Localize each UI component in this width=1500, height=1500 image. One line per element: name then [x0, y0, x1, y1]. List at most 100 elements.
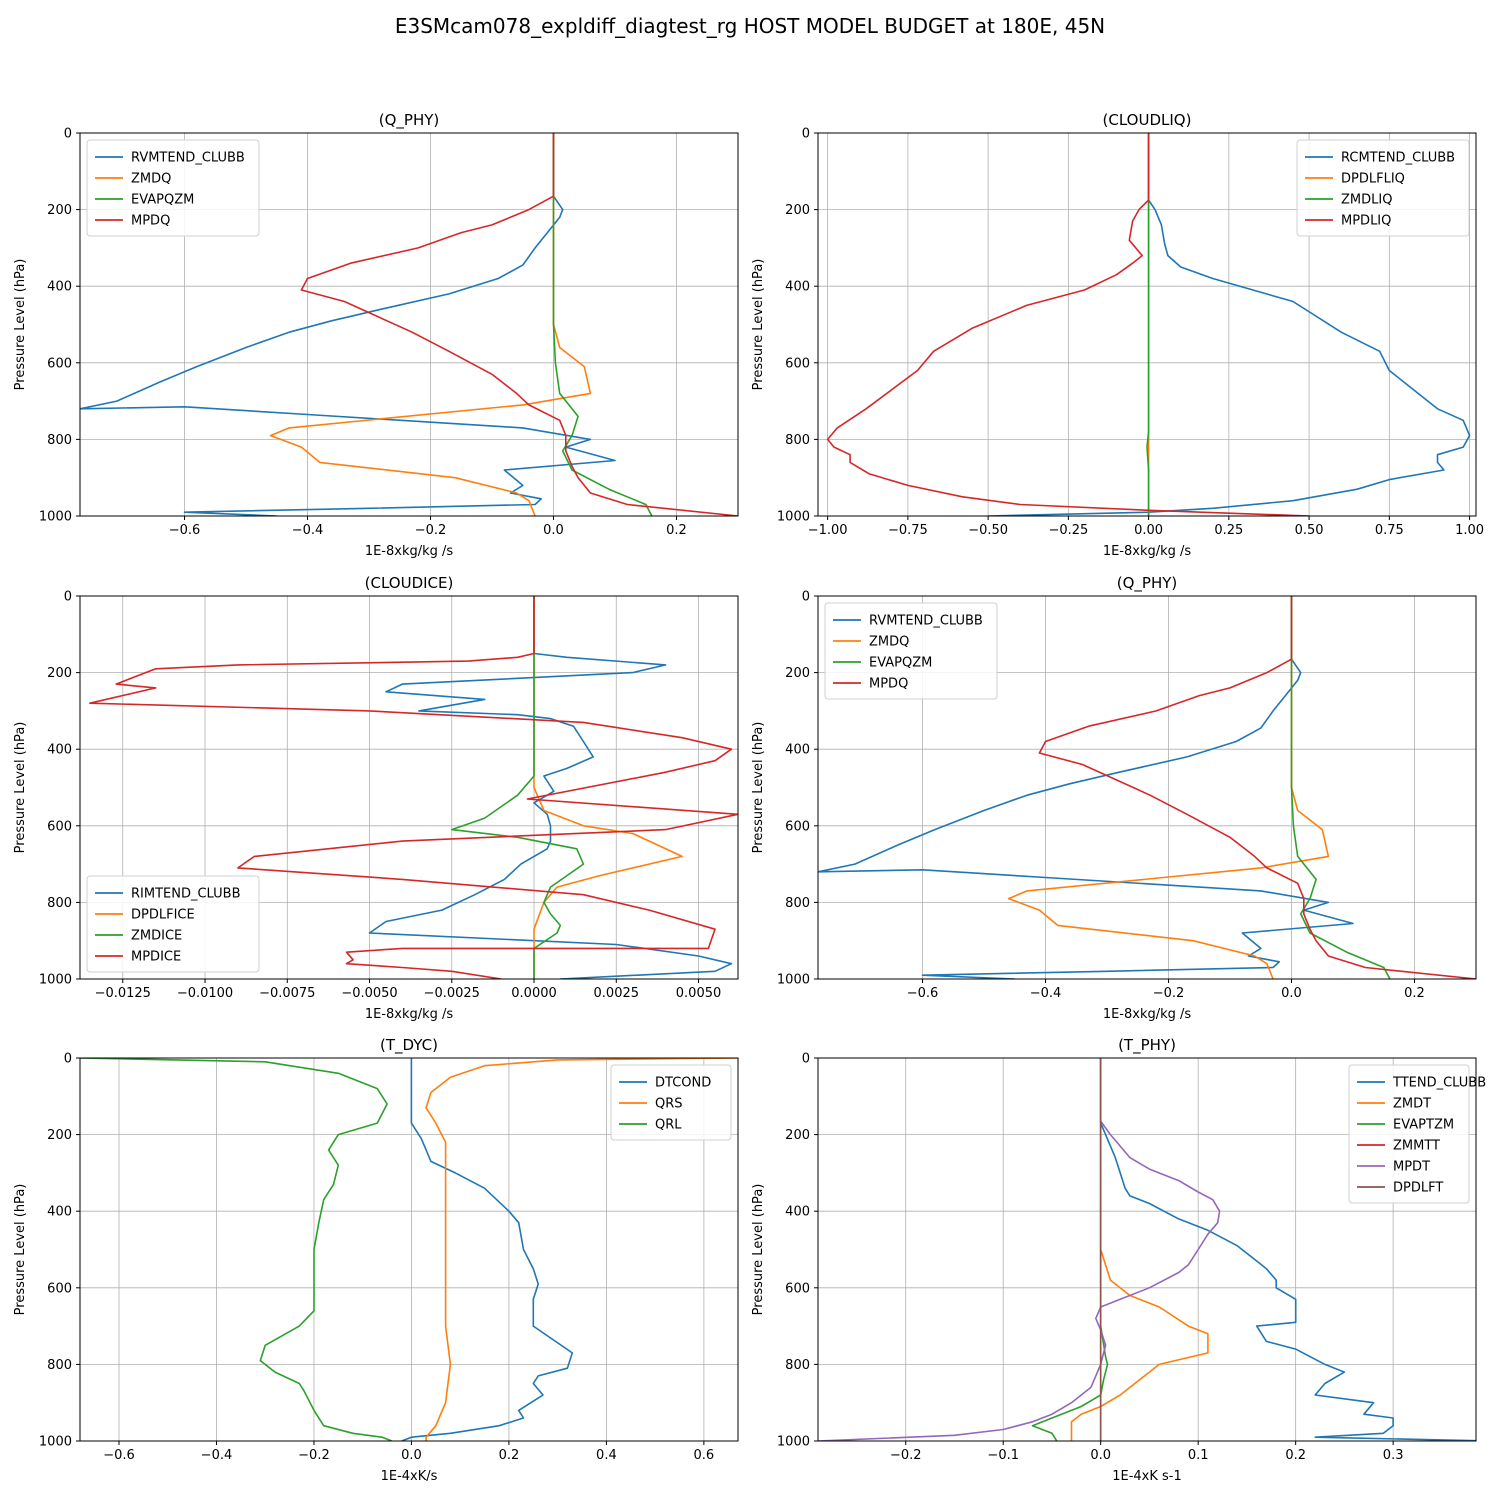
y-tick-label: 200: [785, 666, 810, 681]
y-tick-label: 0: [64, 590, 72, 605]
legend-box: [824, 602, 998, 700]
y-tick-label: 800: [47, 433, 72, 448]
x-tick-label: −0.6: [169, 523, 201, 538]
x-tick-label: −0.0050: [341, 986, 397, 1001]
x-tick-label: 0.75: [1375, 523, 1404, 538]
legend-label: QRL: [655, 1118, 682, 1133]
y-tick-label: 1000: [39, 1435, 72, 1450]
x-tick-label: −0.0075: [259, 986, 315, 1001]
legend: DTCOND QRS QRL: [610, 1064, 732, 1141]
x-tick-label: 0.25: [1214, 523, 1243, 538]
x-tick-label: 0.0025: [594, 986, 640, 1001]
series-line-qrs: [425, 1058, 738, 1441]
x-axis-label: 1E-8xkg/kg /s: [1103, 1007, 1192, 1022]
y-tick-label: 200: [47, 666, 72, 681]
x-tick-label: −0.4: [1030, 986, 1062, 1001]
legend-label: EVAPQZM: [131, 193, 194, 208]
chart-panel-6: −0.2 −0.1 0.0 0.1 0.2 0.3 0 200 400 600 800 1000 (T_…: [751, 1036, 1486, 1484]
x-tick-label: 0.2: [1285, 1448, 1306, 1463]
series-line-rimtend-clubb: [368, 596, 733, 979]
series-line-evapqzm: [552, 133, 653, 516]
x-tick-label: −0.50: [968, 523, 1008, 538]
axes-frame: [817, 1057, 1477, 1442]
legend-label: TTEND_CLUBB: [1392, 1076, 1486, 1091]
series-line-zmdliq: [1146, 133, 1150, 516]
x-tick-label: 0.2: [499, 1448, 520, 1463]
y-tick-label: 1000: [777, 1435, 810, 1450]
legend-label: MPDT: [1393, 1160, 1430, 1175]
legend-label: MPDQ: [869, 677, 908, 692]
legend-label: DPDLFT: [1393, 1181, 1443, 1196]
series-line-rvmtend-clubb: [80, 133, 616, 516]
x-axis-label: 1E-8xkg/kg /s: [365, 544, 454, 559]
x-tick-label: 0.1: [1188, 1448, 1209, 1463]
chart-panel-1: −0.6 −0.4 −0.2 0.0 0.2 0 200 400 600 800 1000 (Q_PH…: [13, 111, 739, 559]
legend-label: ZMDT: [1393, 1097, 1431, 1112]
series-line-dtcond: [401, 1058, 574, 1441]
x-tick-label: 0.2: [666, 523, 687, 538]
x-tick-label: 0.4: [596, 1448, 617, 1463]
series-line-zmdice: [451, 596, 585, 979]
legend-label: RCMTEND_CLUBB: [1341, 151, 1455, 166]
panel-title: (T_PHY): [1118, 1036, 1176, 1055]
y-axis-label: Pressure Level (hPa): [13, 259, 28, 391]
series-line-rvmtend-clubb: [818, 596, 1354, 979]
legend-label: ZMDQ: [131, 172, 171, 187]
x-tick-label: −0.25: [1048, 523, 1088, 538]
y-tick-label: 1000: [39, 510, 72, 525]
legend-label: ZMDQ: [869, 635, 909, 650]
legend-box: [610, 1064, 732, 1141]
series-line-dpdlfice: [533, 596, 683, 979]
y-tick-label: 800: [785, 1358, 810, 1373]
chart-panel-4: −0.6 −0.4 −0.2 0.0 0.2 0 200 400 600 800 1000 (Q_PH…: [751, 574, 1477, 1022]
chart-panel-3: −0.0125 −0.0100 −0.0075 −0.0050 −0.0025 0.000…: [13, 574, 739, 1022]
legend: TTEND_CLUBB ZMDT EVAPTZM ZMMTT MPDT DPDLFT: [1348, 1064, 1486, 1204]
legend-box: [86, 875, 260, 973]
y-tick-label: 400: [785, 743, 810, 758]
x-axis-label: 1E-4xK s-1: [1112, 1469, 1182, 1484]
x-tick-label: −0.6: [907, 986, 939, 1001]
y-tick-label: 0: [802, 1052, 810, 1067]
legend-label: EVAPTZM: [1393, 1118, 1454, 1133]
y-tick-label: 600: [785, 819, 810, 834]
panel-title: (CLOUDLIQ): [1103, 111, 1192, 129]
legend: RVMTEND_CLUBB ZMDQ EVAPQZM MPDQ: [86, 139, 260, 237]
legend-label: RVMTEND_CLUBB: [131, 151, 245, 166]
y-tick-label: 400: [785, 1205, 810, 1220]
x-tick-label: 1.00: [1455, 523, 1484, 538]
series-line-rcmtend-clubb: [988, 133, 1471, 516]
legend-label: ZMMTT: [1393, 1139, 1440, 1154]
y-tick-label: 200: [47, 203, 72, 218]
x-tick-label: −0.0125: [95, 986, 151, 1001]
y-tick-label: 600: [47, 1281, 72, 1296]
x-tick-label: 0.3: [1383, 1448, 1404, 1463]
x-tick-label: −0.2: [298, 1448, 330, 1463]
x-tick-label: 0.6: [694, 1448, 715, 1463]
x-tick-label: 0.0: [1281, 986, 1302, 1001]
y-axis-label: Pressure Level (hPa): [751, 722, 766, 854]
page-title: E3SMcam078_expldiff_diagtest_rg HOST MOD…: [394, 14, 1106, 38]
axes-frame: [79, 595, 739, 980]
series-line-zmdq: [269, 133, 592, 516]
y-tick-label: 200: [785, 203, 810, 218]
legend-label: RVMTEND_CLUBB: [869, 614, 983, 629]
series-line-ttend-clubb: [1099, 1058, 1476, 1441]
panel-title: (Q_PHY): [379, 111, 440, 130]
y-tick-label: 0: [64, 127, 72, 142]
x-tick-label: −0.0025: [424, 986, 480, 1001]
legend-label: MPDICE: [131, 950, 181, 965]
x-axis-label: 1E-4xK/s: [381, 1469, 438, 1484]
x-tick-label: −0.2: [1153, 986, 1185, 1001]
y-tick-label: 0: [64, 1052, 72, 1067]
x-tick-label: −0.1: [987, 1448, 1019, 1463]
legend-label: QRS: [655, 1097, 683, 1112]
x-tick-label: −0.75: [888, 523, 928, 538]
axes-frame: [817, 595, 1477, 980]
legend-box: [86, 139, 260, 237]
y-tick-label: 600: [47, 356, 72, 371]
chart-panel-5: −0.6 −0.4 −0.2 0.0 0.2 0.4 0.6 0 200 400 600 800 100…: [13, 1036, 739, 1484]
y-axis-label: Pressure Level (hPa): [751, 1184, 766, 1316]
y-tick-label: 600: [785, 1281, 810, 1296]
x-tick-label: 0.50: [1295, 523, 1324, 538]
